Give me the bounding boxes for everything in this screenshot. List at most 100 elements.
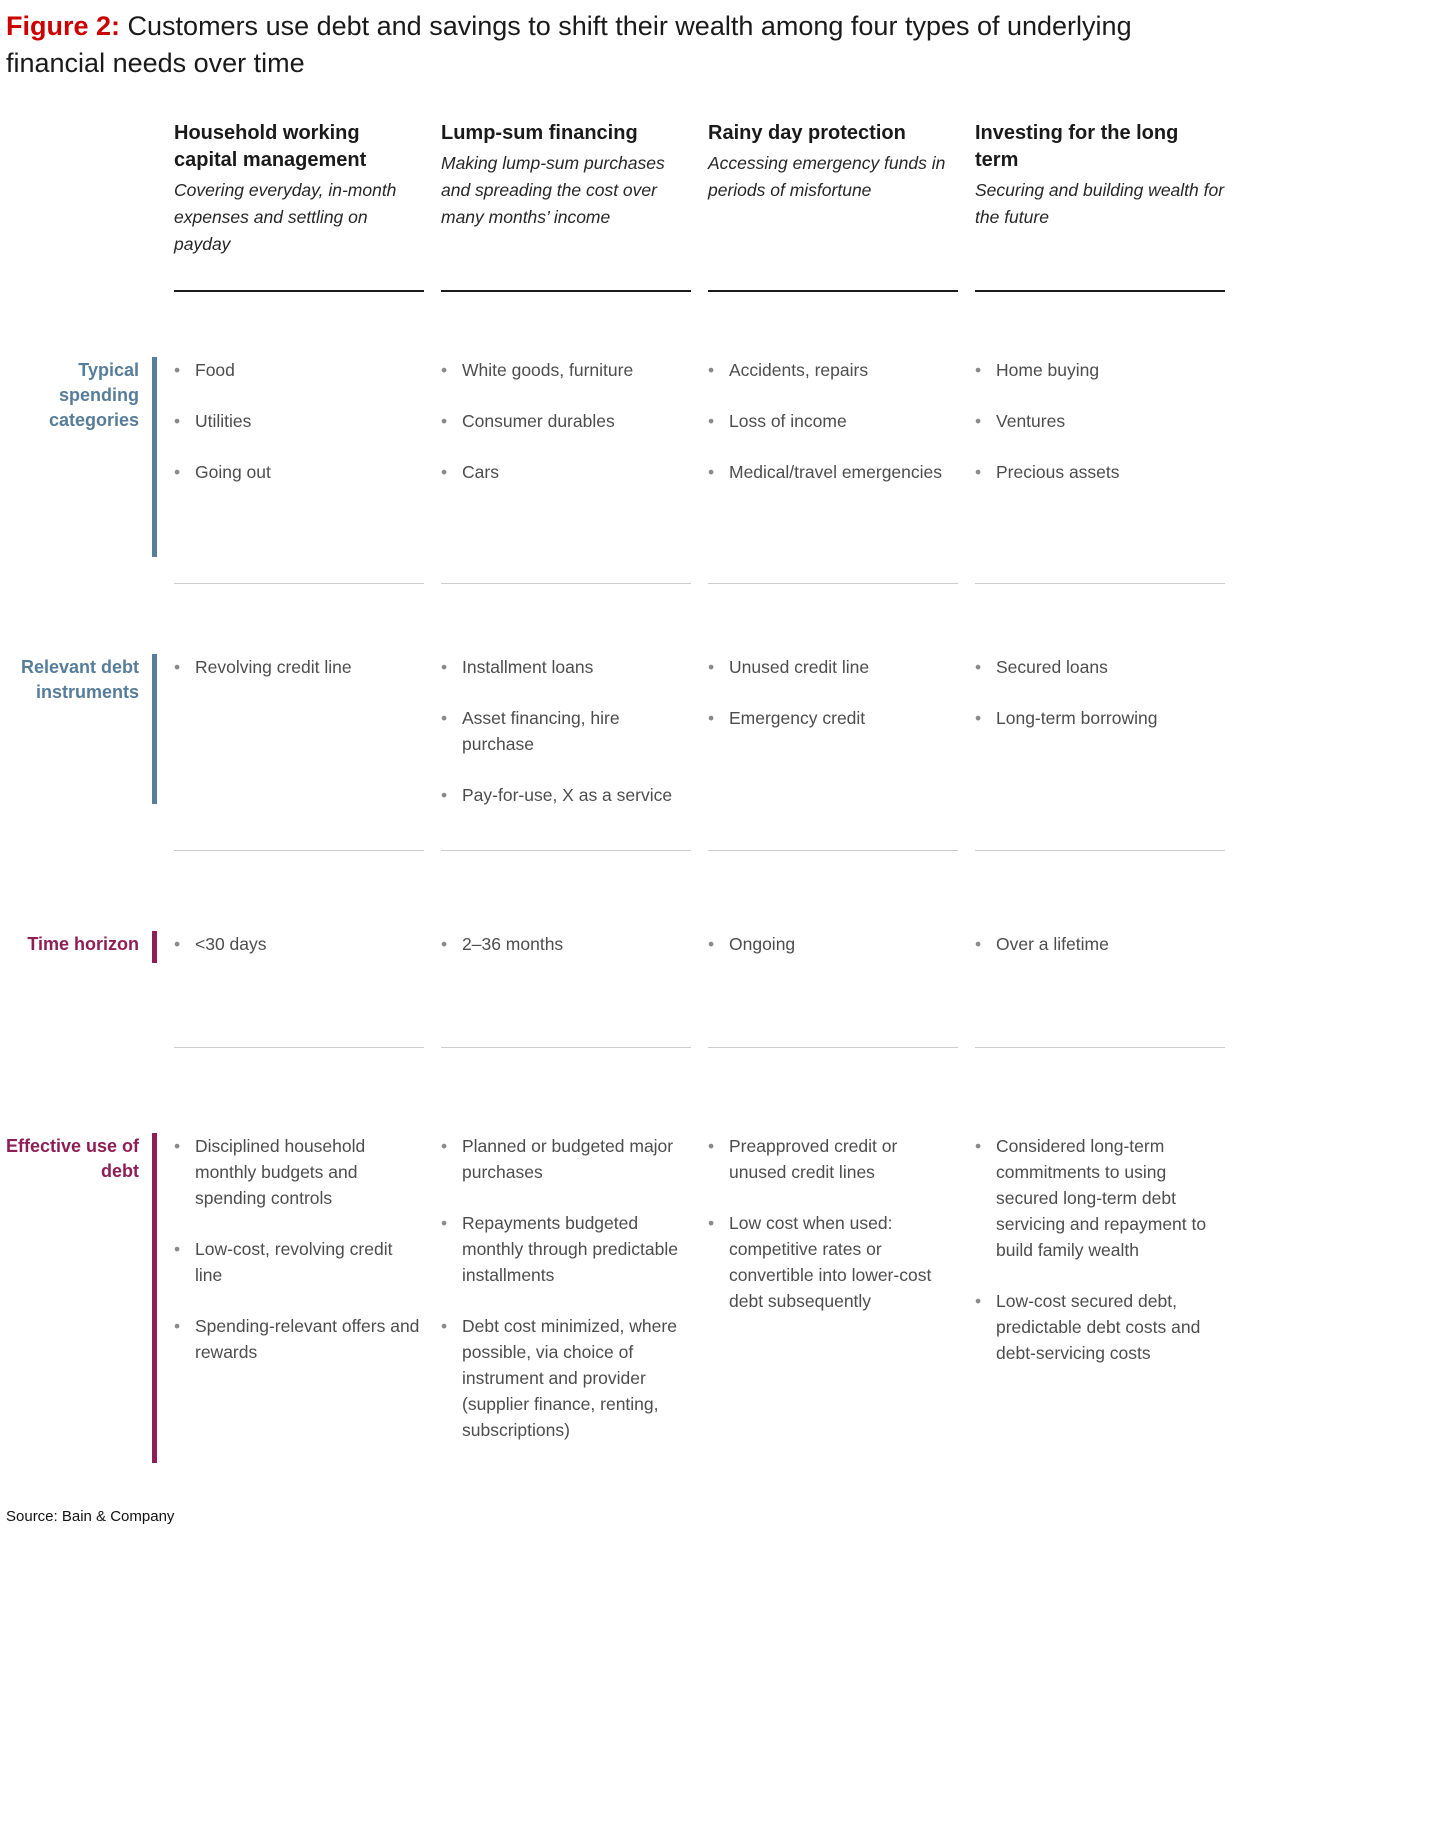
- bullet-list: • Considered long-term commitments to usi…: [975, 1133, 1225, 1366]
- bullet-text: Revolving credit line: [195, 657, 352, 677]
- bullet-item: • Debt cost minimized, where possible, vi…: [441, 1313, 691, 1443]
- cell: • 2–36 months: [441, 851, 691, 1048]
- bullet-item: • Home buying: [975, 357, 1225, 383]
- bullet-text: Asset financing, hire purchase: [462, 708, 620, 754]
- bullet-icon: •: [441, 708, 448, 728]
- bullet-list: • Secured loans • Long-term borrowing: [975, 654, 1225, 731]
- cell: • Ongoing: [708, 851, 958, 1048]
- bullet-icon: •: [174, 1316, 181, 1336]
- column-header-rainy-day: Rainy day protection Accessing emergency…: [708, 120, 958, 292]
- bullet-text: Over a lifetime: [996, 934, 1109, 954]
- bullet-icon: •: [975, 411, 982, 431]
- bullet-item: • Spending-relevant offers and rewards: [174, 1313, 424, 1365]
- bullet-text: Spending-relevant offers and rewards: [195, 1316, 420, 1362]
- bullet-item: • Disciplined household monthly budgets a…: [174, 1133, 424, 1211]
- bullet-item: • Unused credit line: [708, 654, 958, 680]
- cell: • Considered long-term commitments to usi…: [975, 1048, 1225, 1463]
- bullet-icon: •: [441, 462, 448, 482]
- column-title: Household working capital management: [174, 122, 367, 171]
- bullet-text: Accidents, repairs: [729, 360, 869, 380]
- bullet-icon: •: [708, 708, 715, 728]
- bullet-item: • Low-cost secured debt, predictable debt…: [975, 1288, 1225, 1366]
- bullet-text: Emergency credit: [729, 708, 866, 728]
- bullet-text: Loss of income: [729, 411, 847, 431]
- bullet-icon: •: [708, 462, 715, 482]
- bullet-icon: •: [975, 462, 982, 482]
- bullet-list: • Ongoing: [708, 931, 958, 957]
- row-label: Time horizon: [27, 934, 139, 954]
- cell: • Planned or budgeted major purchases • Rep…: [441, 1048, 691, 1463]
- category-bar: [152, 654, 157, 804]
- figure: Figure 2: Customers use debt and savings…: [0, 11, 1440, 1525]
- bullet-text: Pay-for-use, X as a service: [462, 785, 673, 805]
- bullet-list: • Food • Utilities • Going out: [174, 357, 424, 485]
- bullet-text: Considered long-term commitments to usin…: [996, 1136, 1207, 1260]
- row-label: Effective use of debt: [5, 1136, 139, 1181]
- bullet-text: Low-cost, revolving credit line: [195, 1239, 393, 1285]
- bullet-item: • Installment loans: [441, 654, 691, 680]
- bullet-icon: •: [975, 657, 982, 677]
- bullet-icon: •: [174, 657, 181, 677]
- cell: • Installment loans • Asset financing, hire…: [441, 584, 691, 851]
- cell: • Preapproved credit or unused credit lin…: [708, 1048, 958, 1463]
- cell: • Over a lifetime: [975, 851, 1225, 1048]
- bullet-icon: •: [441, 1136, 448, 1156]
- bullet-icon: •: [174, 360, 181, 380]
- bullet-icon: •: [975, 1291, 982, 1311]
- bullet-item: • Asset financing, hire purchase: [441, 705, 691, 757]
- bullet-text: Utilities: [195, 411, 252, 431]
- figure-title-text: Customers use debt and savings to shift …: [6, 11, 1132, 78]
- bullet-icon: •: [441, 657, 448, 677]
- bullet-icon: •: [975, 708, 982, 728]
- bullet-item: • Secured loans: [975, 654, 1225, 680]
- bullet-icon: •: [708, 411, 715, 431]
- bullet-list: • Accidents, repairs • Loss of income • Medic…: [708, 357, 958, 485]
- bullet-list: • 2–36 months: [441, 931, 691, 957]
- bullet-icon: •: [441, 360, 448, 380]
- cell: • Revolving credit line: [174, 584, 424, 851]
- bullet-item: • Pay-for-use, X as a service: [441, 782, 691, 808]
- column-header-investing: Investing for the long term Securing and…: [975, 120, 1225, 292]
- column-title: Lump-sum financing: [441, 122, 638, 144]
- row-label-cell: Time horizon: [0, 851, 157, 1048]
- cell: • Disciplined household monthly budgets a…: [174, 1048, 424, 1463]
- bullet-icon: •: [174, 1136, 181, 1156]
- bullet-text: Food: [195, 360, 235, 380]
- row-label-cell: Relevant debt instruments: [0, 584, 157, 851]
- column-header-household: Household working capital management Cov…: [174, 120, 424, 292]
- row-effective-use-of-debt: Effective use of debt • Disciplined house…: [0, 1048, 1440, 1463]
- bullet-text: Planned or budgeted major purchases: [462, 1136, 674, 1182]
- bullet-list: • <30 days: [174, 931, 424, 957]
- bullet-text: Preapproved credit or unused credit line…: [729, 1136, 898, 1182]
- bullet-text: Unused credit line: [729, 657, 870, 677]
- bullet-item: • Utilities: [174, 408, 424, 434]
- column-title: Rainy day protection: [708, 122, 906, 144]
- bullet-item: • Preapproved credit or unused credit lin…: [708, 1133, 958, 1185]
- bullet-text: Installment loans: [462, 657, 594, 677]
- row-label-cell: Typical spending categories: [0, 292, 157, 584]
- bullet-list: • Over a lifetime: [975, 931, 1225, 957]
- bullet-list: • Installment loans • Asset financing, hire…: [441, 654, 691, 808]
- column-header-lump-sum: Lump-sum financing Making lump-sum purch…: [441, 120, 691, 292]
- bullet-text: Low cost when used: competitive rates or…: [729, 1213, 932, 1311]
- source-note: Source: Bain & Company: [6, 1508, 175, 1525]
- column-subtitle: Accessing emergency funds in periods of …: [708, 153, 946, 200]
- column-header-row: Household working capital management Cov…: [0, 120, 1440, 292]
- bullet-item: • Precious assets: [975, 459, 1225, 485]
- row-relevant-debt-instruments: Relevant debt instruments • Revolving cre…: [0, 584, 1440, 851]
- bullet-text: Precious assets: [996, 462, 1120, 482]
- row-typical-spending-categories: Typical spending categories • Food • Utilit…: [0, 292, 1440, 584]
- bullet-icon: •: [174, 934, 181, 954]
- bullet-text: Long-term borrowing: [996, 708, 1158, 728]
- bullet-icon: •: [441, 1316, 448, 1336]
- bullet-text: Repayments budgeted monthly through pred…: [462, 1213, 678, 1285]
- cell: • Unused credit line • Emergency credit: [708, 584, 958, 851]
- cell: • Home buying • Ventures • Precious assets: [975, 292, 1225, 584]
- bullet-text: Secured loans: [996, 657, 1108, 677]
- bullet-text: Low-cost secured debt, predictable debt …: [996, 1291, 1201, 1363]
- bullet-item: • Repayments budgeted monthly through pre…: [441, 1210, 691, 1288]
- cell: • Accidents, repairs • Loss of income • Medic…: [708, 292, 958, 584]
- bullet-text: Consumer durables: [462, 411, 615, 431]
- cell: • Food • Utilities • Going out: [174, 292, 424, 584]
- bullet-text: Disciplined household monthly budgets an…: [195, 1136, 366, 1208]
